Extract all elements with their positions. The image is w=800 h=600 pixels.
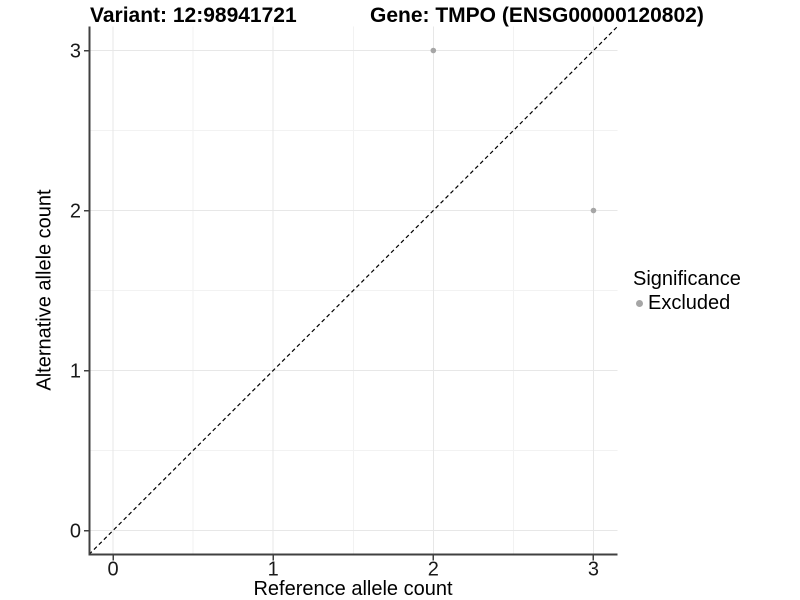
legend-point-icon — [636, 300, 643, 307]
grid-major-lines — [89, 26, 618, 555]
data-point — [430, 47, 437, 54]
legend-entry-label: Excluded — [648, 292, 731, 314]
data-point — [590, 207, 597, 214]
y-axis-title: Alternative allele count — [33, 189, 56, 391]
axis-tick-marks — [84, 49, 595, 561]
legend-entry: Excluded — [636, 292, 741, 315]
y-tick-label: 3 — [70, 41, 81, 63]
x-axis-title: Reference allele count — [253, 578, 453, 600]
x-tick-label: 2 — [428, 559, 439, 581]
x-tick-label: 3 — [588, 559, 599, 581]
legend-title: Significance — [633, 268, 741, 290]
x-tick-label: 1 — [268, 559, 279, 581]
data-points — [430, 47, 597, 214]
plot-title-variant: Variant: 12:98941721 — [90, 4, 297, 27]
identity-line — [88, 26, 618, 555]
legend: Significance Excluded — [633, 268, 741, 315]
y-tick-label: 1 — [70, 361, 81, 383]
x-tick-label: 0 — [107, 559, 118, 581]
y-tick-label: 0 — [70, 521, 81, 543]
identity-line-group — [88, 26, 618, 555]
axis-tick-labels: 0 1 2 3 0 1 2 3 — [70, 41, 599, 581]
plot-title-gene: Gene: TMPO (ENSG00000120802) — [370, 4, 704, 27]
axis-lines — [88, 26, 618, 556]
y-tick-label: 2 — [70, 201, 81, 223]
